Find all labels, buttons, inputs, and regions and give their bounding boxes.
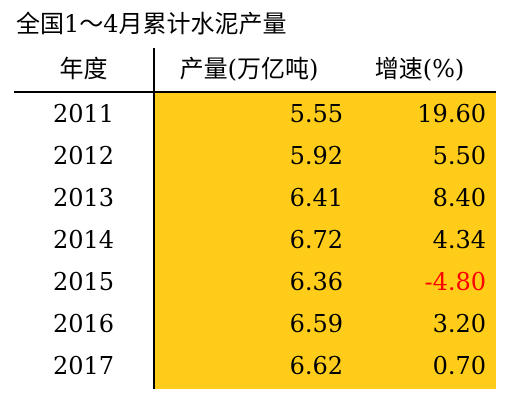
header-growth: 增速(%) [374, 55, 465, 83]
growth-cell: 19.60 [417, 100, 486, 128]
output-cell: 6.72 [289, 226, 343, 254]
year-cell: 2017 [52, 352, 115, 380]
growth-cell: 5.50 [432, 142, 486, 170]
year-cell: 2014 [52, 226, 115, 254]
growth-cell: -4.80 [424, 268, 486, 296]
growth-cell: 4.34 [432, 226, 486, 254]
growth-cell: 3.20 [432, 310, 486, 338]
output-cell: 6.59 [289, 310, 343, 338]
growth-cell: 8.40 [432, 184, 486, 212]
year-cell: 2012 [52, 142, 115, 170]
output-cell: 5.92 [289, 142, 343, 170]
highlight-block [155, 93, 496, 389]
year-cell: 2011 [52, 100, 115, 128]
year-cell: 2013 [52, 184, 115, 212]
header-divider [14, 91, 496, 93]
header-year: 年度 [59, 55, 108, 83]
vertical-divider [153, 48, 155, 389]
header-output: 产量(万亿吨) [179, 55, 319, 83]
output-cell: 6.36 [289, 268, 343, 296]
output-cell: 6.62 [289, 352, 343, 380]
growth-cell: 0.70 [432, 352, 486, 380]
year-cell: 2016 [52, 310, 115, 338]
year-cell: 2015 [52, 268, 115, 296]
output-cell: 5.55 [289, 100, 343, 128]
table-title: 全国1～4月累计水泥产量 [16, 10, 287, 38]
output-cell: 6.41 [289, 184, 343, 212]
